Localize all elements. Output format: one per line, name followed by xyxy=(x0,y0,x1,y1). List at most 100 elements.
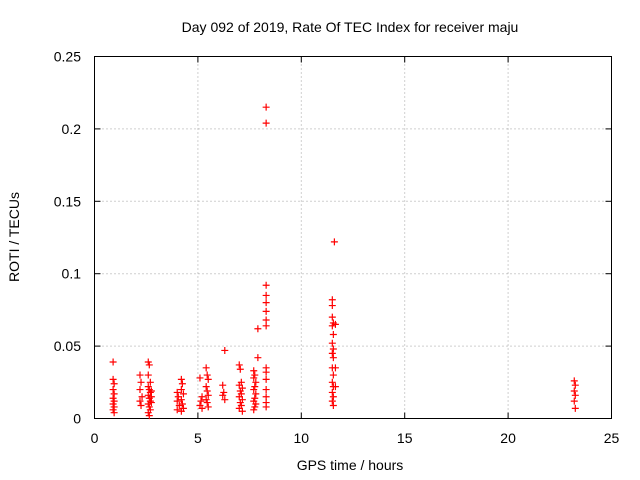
data-point xyxy=(262,322,270,330)
x-tick-labels: 0 5 10 15 20 25 xyxy=(91,430,620,446)
data-point xyxy=(262,119,270,127)
data-point xyxy=(196,374,204,382)
data-point xyxy=(254,354,262,362)
data-point xyxy=(204,375,212,383)
data-point xyxy=(328,388,336,396)
data-point xyxy=(330,238,338,246)
data-point xyxy=(328,313,336,321)
data-point xyxy=(329,331,337,339)
x-tick-label: 25 xyxy=(604,430,620,446)
data-point xyxy=(109,375,117,383)
data-point xyxy=(109,386,117,394)
x-tick-label: 20 xyxy=(500,430,516,446)
data-point xyxy=(331,320,339,328)
chart-title: Day 092 of 2019, Rate Of TEC Index for r… xyxy=(182,19,519,35)
data-point xyxy=(571,391,579,399)
data-point xyxy=(236,365,244,373)
data-point xyxy=(328,322,336,330)
data-point xyxy=(136,397,144,405)
data-point xyxy=(137,401,145,409)
data-point xyxy=(198,393,206,401)
data-point xyxy=(250,406,258,414)
data-point xyxy=(198,404,206,412)
data-point xyxy=(175,401,183,409)
data-point xyxy=(262,386,270,394)
x-axis-title: GPS time / hours xyxy=(297,457,404,473)
data-point xyxy=(238,407,246,415)
data-point xyxy=(328,302,336,310)
data-point xyxy=(177,396,185,404)
data-point xyxy=(328,378,336,386)
y-tick-label: 0 xyxy=(73,411,81,427)
data-point xyxy=(173,397,181,405)
data-point xyxy=(221,396,229,404)
data-point xyxy=(136,386,144,394)
data-point xyxy=(571,404,579,412)
data-point xyxy=(178,400,186,408)
data-point xyxy=(262,291,270,299)
data-point xyxy=(570,387,578,395)
data-point xyxy=(144,371,152,379)
data-point xyxy=(250,367,258,375)
grid-lines xyxy=(94,56,612,419)
data-point xyxy=(250,374,258,382)
data-point xyxy=(110,409,118,417)
plot-area-frame xyxy=(94,56,612,419)
data-point xyxy=(173,388,181,396)
data-point xyxy=(177,375,185,383)
data-point xyxy=(571,381,579,389)
data-point xyxy=(202,383,210,391)
data-point xyxy=(136,371,144,379)
y-tick-labels: 0 0.05 0.1 0.15 0.2 0.25 xyxy=(54,49,81,427)
data-point xyxy=(262,299,270,307)
data-point xyxy=(262,281,270,289)
x-tick-label: 0 xyxy=(91,430,99,446)
data-point xyxy=(203,387,211,395)
data-point xyxy=(331,383,339,391)
x-tick-label: 15 xyxy=(397,430,413,446)
data-point xyxy=(197,397,205,405)
data-point xyxy=(204,403,212,411)
data-point xyxy=(145,412,153,420)
data-point xyxy=(173,406,181,414)
data-point xyxy=(328,397,336,405)
data-point xyxy=(138,393,146,401)
data-point xyxy=(329,393,337,401)
data-point xyxy=(262,368,270,376)
axis-ticks xyxy=(94,56,612,419)
y-tick-label: 0.25 xyxy=(54,49,81,65)
data-point xyxy=(146,378,154,386)
data-point xyxy=(110,390,118,398)
data-point xyxy=(203,371,211,379)
data-point xyxy=(177,386,185,394)
y-axis-title: ROTI / TECUs xyxy=(6,192,22,282)
data-point xyxy=(179,390,187,398)
data-point xyxy=(252,390,260,398)
data-point xyxy=(328,339,336,347)
data-point xyxy=(329,371,337,379)
y-tick-label: 0.05 xyxy=(54,338,81,354)
data-point xyxy=(109,358,117,366)
data-point xyxy=(331,364,339,372)
data-point xyxy=(110,380,118,388)
data-point xyxy=(203,399,211,407)
data-point xyxy=(262,375,270,383)
data-point xyxy=(147,399,155,407)
data-point xyxy=(329,401,337,409)
data-point xyxy=(329,354,337,362)
data-point xyxy=(570,377,578,385)
data-point xyxy=(219,391,227,399)
data-point xyxy=(219,381,227,389)
data-point xyxy=(137,378,145,386)
x-tick-label: 5 xyxy=(194,430,202,446)
y-tick-label: 0.1 xyxy=(62,266,82,282)
data-point xyxy=(252,378,260,386)
data-point xyxy=(221,346,229,354)
data-points xyxy=(109,103,579,420)
data-point xyxy=(262,307,270,315)
data-point xyxy=(178,380,186,388)
x-tick-label: 10 xyxy=(294,430,310,446)
data-point xyxy=(262,103,270,111)
data-point xyxy=(328,349,336,357)
